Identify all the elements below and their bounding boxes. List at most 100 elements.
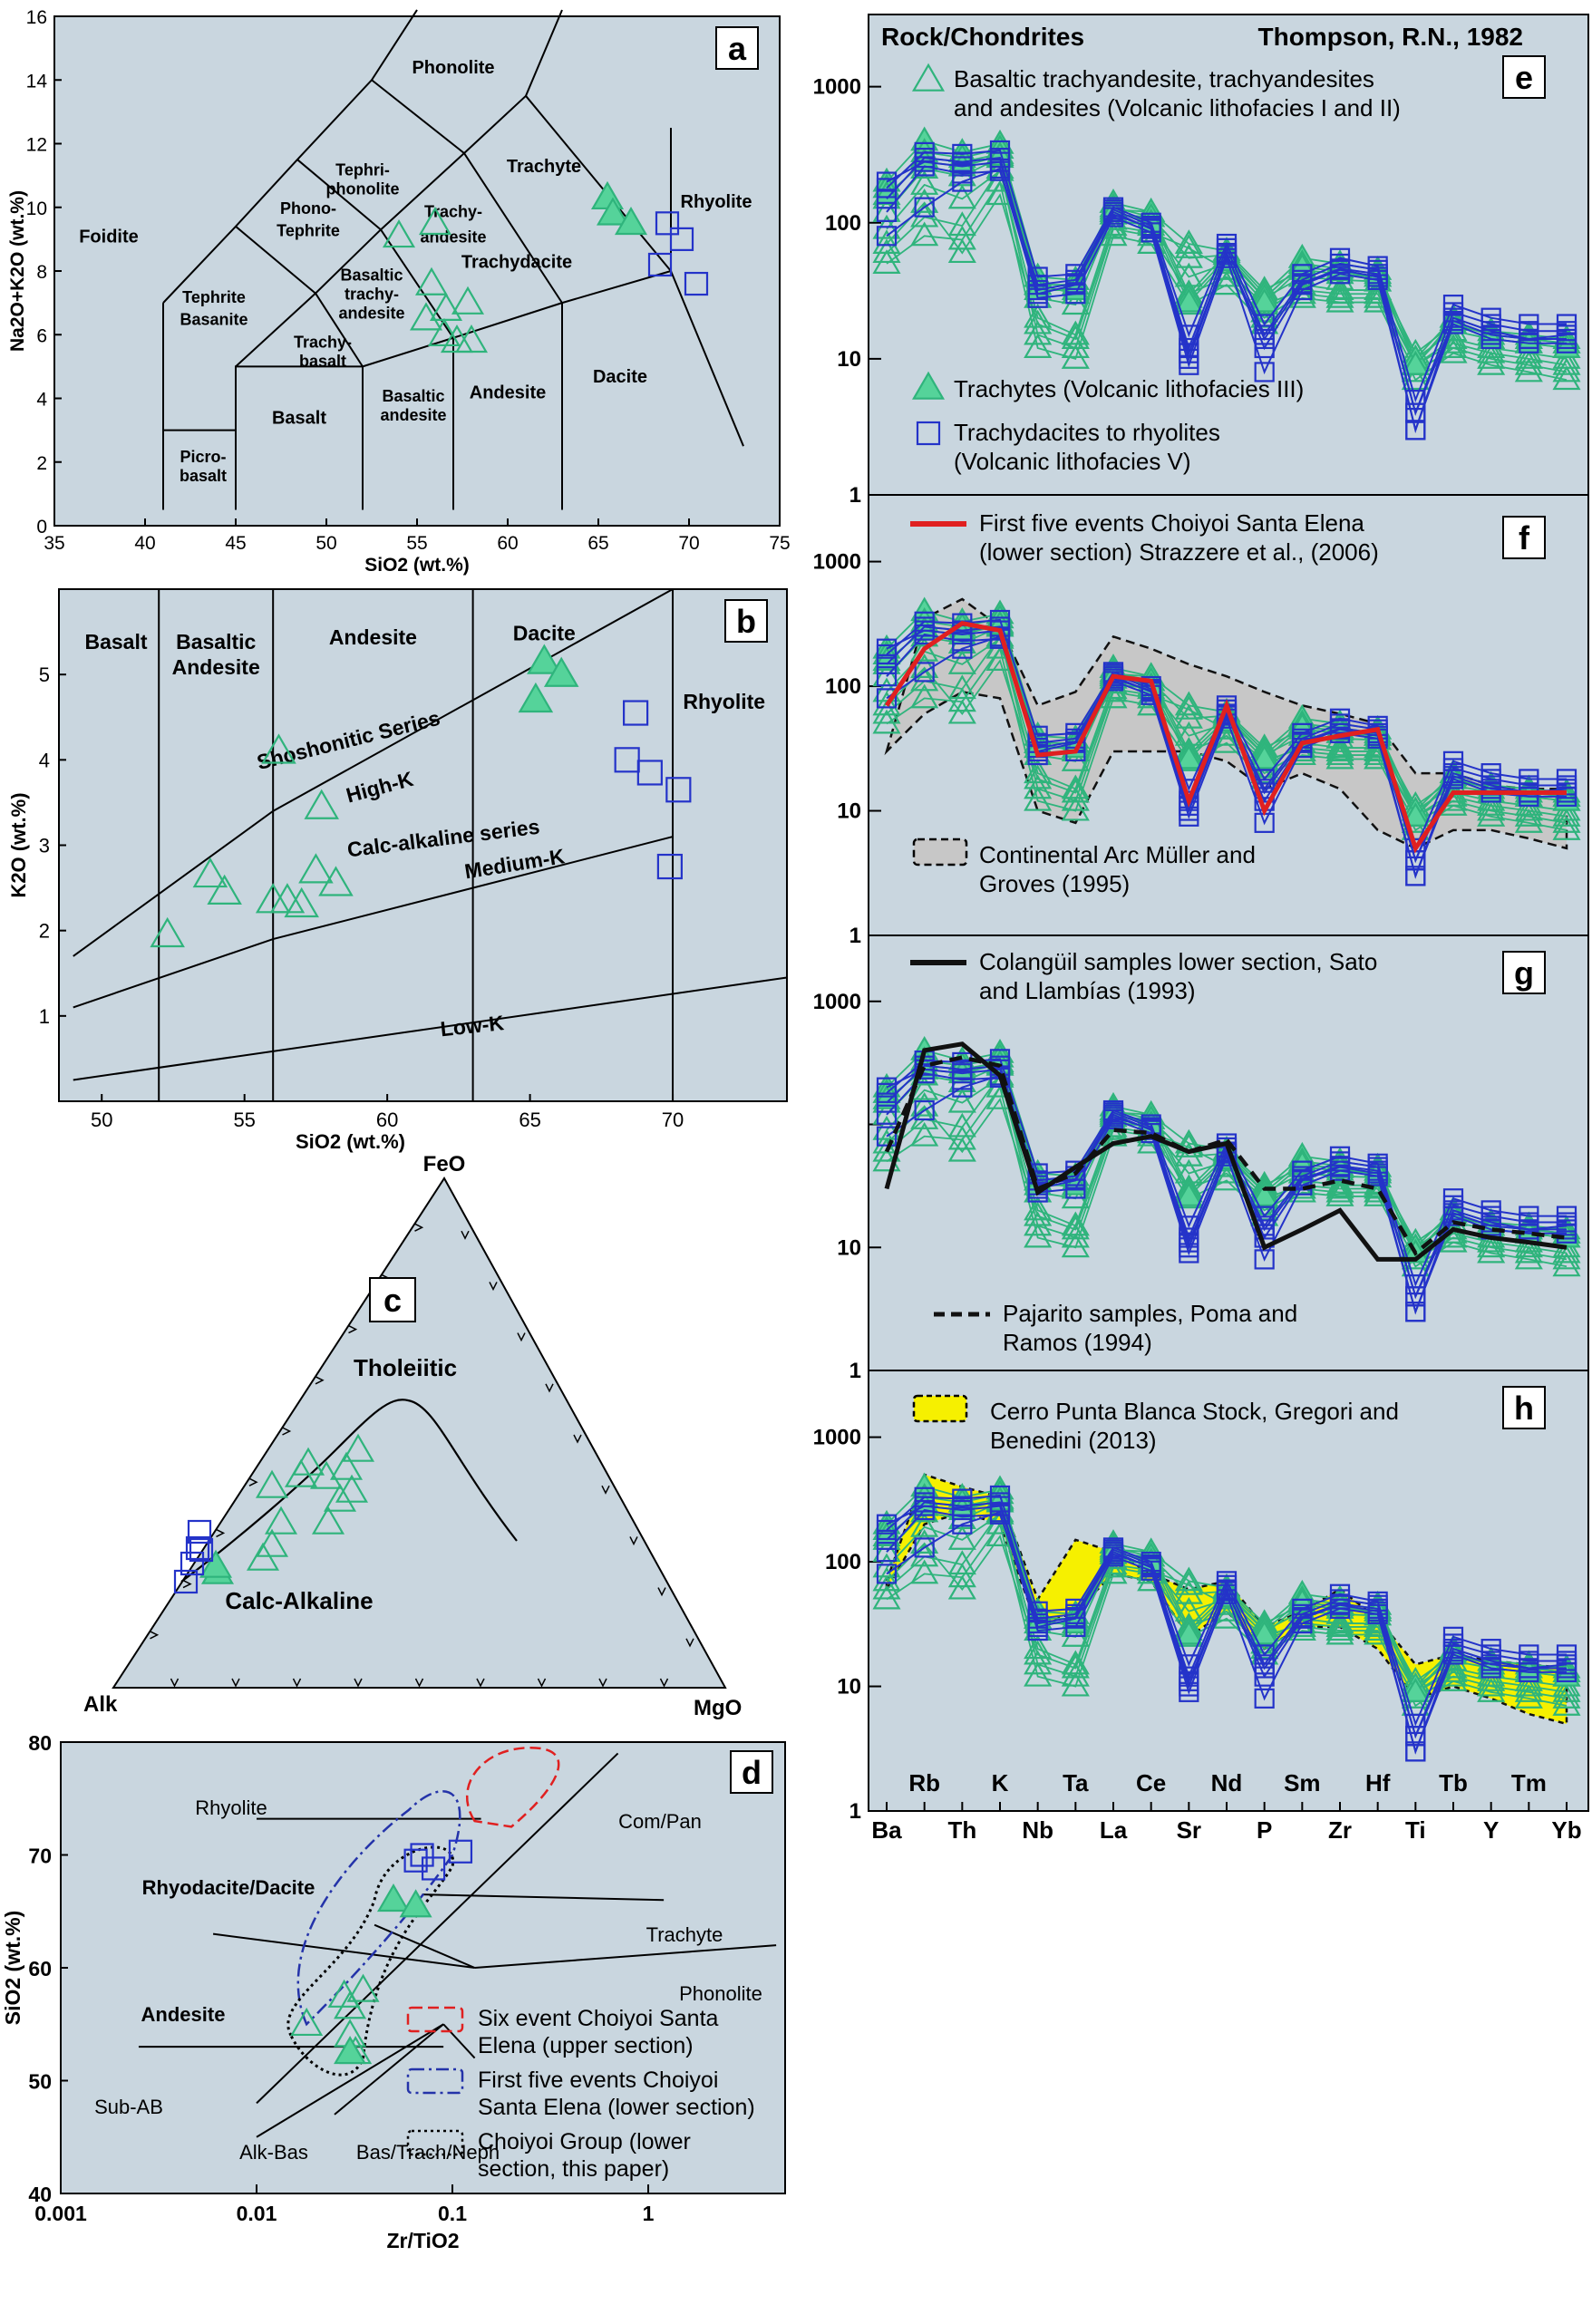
square-point [1519, 1658, 1539, 1679]
open-triangle-point [1099, 683, 1128, 709]
open-triangle-point [1552, 801, 1581, 827]
square-point [1329, 1593, 1351, 1614]
square-point [1442, 1626, 1464, 1647]
square-point [448, 1839, 473, 1864]
panel-g: 1 10 1000 Colangüil samples lower section, … [813, 934, 1589, 1383]
y-tick-label: 60 [28, 1957, 52, 1980]
open-triangle-point [910, 1105, 939, 1129]
square-point [180, 1551, 205, 1576]
open-triangle-point [910, 1512, 939, 1537]
field-label: Tephrite [277, 221, 340, 239]
square-point [1102, 1544, 1124, 1564]
open-triangle-point [264, 1506, 298, 1535]
open-triangle-point [1325, 737, 1354, 761]
filled-triangle-point [199, 1549, 233, 1578]
open-triangle-point [1552, 1252, 1581, 1277]
square-point [655, 211, 680, 236]
open-triangle-point [418, 206, 452, 236]
open-triangle-point [911, 63, 946, 92]
square-point [1254, 1219, 1275, 1240]
open-triangle-point [1552, 1684, 1581, 1709]
field-label: andesite [420, 228, 486, 246]
series-line [884, 1041, 1568, 1262]
field-label: Alk-Bas [239, 2141, 308, 2164]
square-point [1179, 1215, 1199, 1236]
open-triangle-point [872, 249, 901, 274]
square-point [876, 1077, 898, 1098]
square-point [1442, 766, 1464, 787]
open-triangle-point [1477, 1667, 1506, 1691]
tick-mark [517, 1332, 526, 1342]
open-triangle-point [1325, 287, 1354, 313]
tick-mark [216, 1528, 226, 1538]
open-triangle-point [872, 691, 901, 716]
open-triangle-point [1514, 796, 1543, 821]
plot-area [60, 1741, 786, 2194]
square-point [403, 1848, 428, 1873]
open-triangle-point [1061, 324, 1090, 349]
square-point [1405, 1726, 1426, 1747]
square-point [914, 197, 935, 218]
tick-mark [598, 1678, 607, 1688]
open-triangle-point [1325, 279, 1354, 305]
open-triangle-point [872, 1115, 901, 1140]
open-triangle-point [947, 699, 976, 724]
open-triangle-point [947, 1112, 976, 1138]
open-triangle-point [1061, 1233, 1090, 1258]
field-label: Tephri- [335, 161, 390, 179]
open-triangle-point [1024, 1223, 1053, 1248]
open-triangle-point [985, 646, 1014, 671]
open-triangle-point [1212, 728, 1241, 753]
square-point [1442, 750, 1464, 771]
x-tick-label: 55 [406, 533, 427, 554]
legend-label: First five events Choiyoi Santa Elena [979, 509, 1364, 537]
panel-letter-box [1502, 1386, 1546, 1429]
square-point [1480, 324, 1501, 345]
square-point [1556, 1206, 1577, 1226]
tick-mark [489, 1282, 498, 1292]
panel-letter-box [715, 26, 759, 70]
x-tick-label: 0.001 [34, 2202, 87, 2225]
square-point [1480, 1639, 1501, 1660]
x-tick-label: Ce [1136, 1769, 1166, 1796]
filled-triangle-point [1174, 1182, 1203, 1206]
y-tick-label: 5 [39, 663, 50, 686]
open-triangle-point [1552, 1238, 1581, 1264]
x-tick-label: Y [1483, 1816, 1499, 1844]
square-point [1442, 1188, 1464, 1209]
field-label: Rhyodacite/Dacite [142, 1876, 315, 1899]
x-tick-label: 65 [519, 1109, 540, 1131]
open-triangle-point [1024, 764, 1053, 789]
square-point [1405, 389, 1426, 411]
field-boundary [315, 293, 364, 367]
series-line [886, 149, 1567, 403]
chart-title-right: Thompson, R.N., 1982 [1258, 23, 1524, 51]
field-label: Basaltic [176, 630, 256, 654]
square-point [1405, 1741, 1426, 1762]
field-boundary [442, 2023, 476, 2059]
tick-mark [150, 1631, 160, 1640]
x-tick-label: Ta [1063, 1769, 1089, 1796]
field-boundary [422, 1893, 665, 1902]
open-triangle-point [947, 1563, 976, 1588]
square-point [989, 1496, 1011, 1516]
open-triangle-point [1174, 1570, 1203, 1595]
open-triangle-point [947, 225, 976, 250]
filled-triangle-point [334, 2036, 367, 2065]
field-label: Rhyolite [683, 690, 765, 713]
filled-triangle-point [1174, 744, 1203, 770]
open-triangle-point [1174, 691, 1203, 716]
open-triangle-point [1325, 1620, 1354, 1645]
field-boundary [474, 1944, 777, 1969]
square-point [876, 171, 898, 192]
field-label: basalt [180, 467, 227, 485]
y-axis-label: K2O (wt.%) [7, 792, 30, 897]
square-point [1027, 1601, 1048, 1622]
open-triangle-point [1552, 1244, 1581, 1270]
x-tick-label: Nb [1022, 1816, 1053, 1844]
field-label: andesite [338, 305, 404, 323]
square-point [623, 700, 649, 726]
open-triangle-point [947, 211, 976, 237]
open-triangle-point [1024, 303, 1053, 328]
open-triangle-point [1174, 1566, 1203, 1592]
